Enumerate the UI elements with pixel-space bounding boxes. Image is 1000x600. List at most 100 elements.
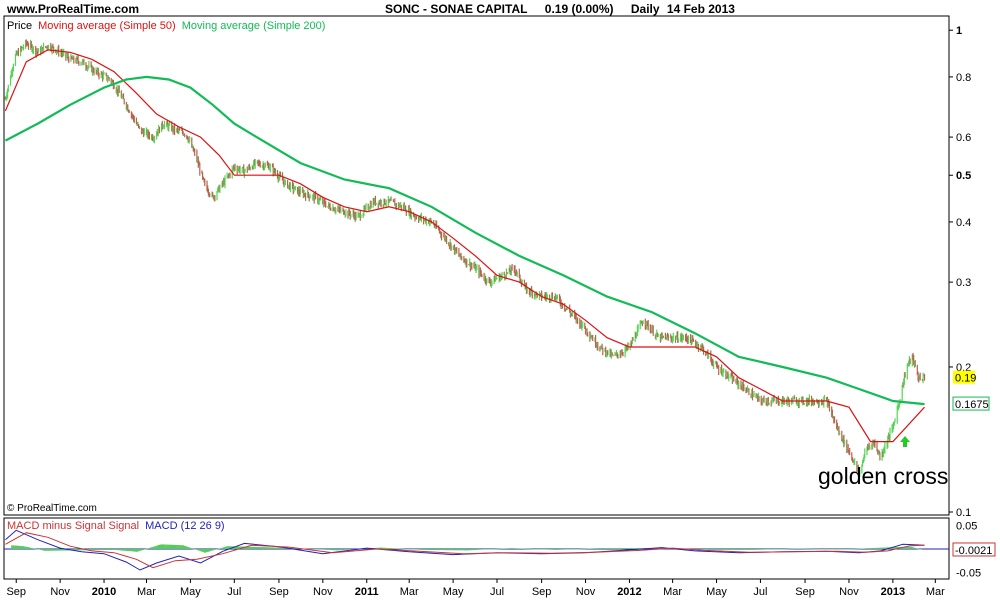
macd-hist-bar	[575, 549, 578, 550]
macd-hist-bar	[732, 549, 734, 550]
macd-hist-bar	[863, 548, 865, 549]
x-tick-label: Sep	[269, 586, 289, 598]
macd-hist-bar	[345, 549, 347, 550]
macd-hist-bar	[525, 548, 527, 550]
macd-hist-bar	[127, 549, 130, 552]
macd-hist-bar	[569, 549, 572, 550]
macd-hist-bar	[76, 549, 78, 551]
x-tick-label: Mar	[137, 586, 156, 598]
macd-hist-bar	[402, 548, 405, 550]
macd-hist-bar	[340, 549, 343, 551]
macd-hist-bar	[463, 549, 465, 551]
macd-hist-bar	[284, 547, 287, 549]
macd-hist-bar	[702, 549, 704, 550]
macd-hist-bar	[88, 549, 91, 551]
macd-hist-bar	[179, 545, 182, 549]
macd-hist-bar	[846, 549, 848, 550]
macd-hist-bar	[595, 548, 598, 549]
y-tick-label: 0.6	[956, 132, 971, 144]
macd-hist-bar	[260, 547, 262, 549]
macd-hist-bar	[198, 549, 200, 551]
x-tick-label: May	[443, 586, 464, 598]
macd-hist-bar	[388, 548, 390, 549]
macd-hist-bar	[774, 549, 776, 550]
macd-hist-bar	[908, 546, 910, 549]
sma50-line	[4, 49, 925, 443]
macd-hist-bar	[158, 545, 160, 549]
macd-hist-bar	[420, 549, 422, 550]
macd-hist-bar	[762, 549, 765, 550]
macd-hist-bar	[264, 547, 267, 549]
price-change: 0.19 (0.00%)	[544, 2, 614, 16]
macd-hist-bar	[182, 545, 185, 549]
macd-hist-bar	[720, 549, 723, 550]
macd-hist-bar	[428, 549, 431, 550]
macd-hist-bar	[212, 549, 215, 551]
macd-hist-bar	[814, 548, 816, 550]
macd-hist-bar	[844, 549, 847, 550]
macd-hist-bar	[543, 549, 546, 550]
macd-hist-bar	[165, 544, 167, 549]
macd-hist-bar	[610, 548, 612, 549]
macd-hist-bar	[120, 549, 123, 551]
macd-hist-bar	[205, 549, 208, 553]
macd-hist-bar	[378, 547, 380, 549]
macd-hist-bar	[330, 549, 333, 551]
sma200-badge	[952, 396, 990, 411]
macd-hist-bar	[540, 549, 543, 550]
macd-hist-bar	[417, 549, 419, 550]
macd-hist-bar	[397, 548, 399, 549]
macd-hist-bar	[435, 549, 438, 551]
macd-hist-bar	[640, 548, 642, 549]
site-name[interactable]: www.ProRealTime.com	[7, 2, 140, 16]
macd-hist-bar	[759, 549, 762, 550]
macd-hist-bar	[97, 549, 100, 551]
macd-hist-bar	[427, 549, 429, 550]
macd-hist-bar	[615, 548, 618, 549]
macd-hist-bar	[530, 548, 533, 550]
macd-hist-bar	[74, 549, 77, 551]
macd-hist-bar	[766, 549, 769, 550]
macd-hist-bar	[276, 547, 278, 549]
macd-hist-bar	[156, 545, 159, 549]
macd-hist-bar	[481, 549, 484, 550]
macd-hist-bar	[274, 547, 277, 549]
macd-hist-bar	[617, 548, 619, 549]
macd-hist-bar	[350, 549, 353, 550]
y-tick-label: 0.1	[956, 507, 971, 519]
macd-hist-bar	[64, 549, 67, 551]
macd-hist-bar	[93, 549, 95, 551]
macd-hist-bar	[621, 548, 624, 549]
macd-hist-bar	[392, 548, 395, 549]
y-tick-label: 0.8	[956, 72, 971, 84]
macd-hist-bar	[35, 549, 38, 550]
macd-hist-bar	[42, 549, 45, 551]
macd-hist-bar	[831, 549, 834, 550]
macd-hist-bar	[18, 545, 20, 549]
macd-hist-bar	[124, 549, 127, 551]
sma200-line	[4, 75, 925, 406]
macd-hist-bar	[549, 549, 552, 550]
macd-hist-bar	[391, 548, 393, 549]
macd-hist-bar	[327, 549, 330, 550]
macd-hist-bar	[802, 548, 805, 550]
macd-hist-bar	[169, 544, 172, 549]
macd-hist-bar	[314, 549, 317, 550]
macd-hist-bar	[192, 548, 195, 550]
macd-hist-bar	[769, 549, 772, 550]
macd-hist-bar	[73, 549, 75, 551]
last-price-label: 0.19	[955, 373, 976, 385]
macd-hist-bar	[268, 547, 271, 549]
macd-hist-bar	[611, 548, 613, 549]
macd-hist-bar	[729, 549, 732, 550]
macd-hist-bar	[412, 549, 415, 550]
macd-hist-bar	[254, 546, 257, 549]
macd-hist-bar	[29, 547, 32, 549]
macd-hist-bar	[746, 549, 749, 550]
macd-hist-bar	[50, 549, 52, 551]
macd-signal-line	[5, 532, 925, 569]
macd-hist-bar	[194, 549, 196, 550]
macd-hist-bar	[450, 549, 452, 551]
macd-hist-bar	[635, 548, 638, 549]
macd-hist-bar	[468, 549, 471, 551]
